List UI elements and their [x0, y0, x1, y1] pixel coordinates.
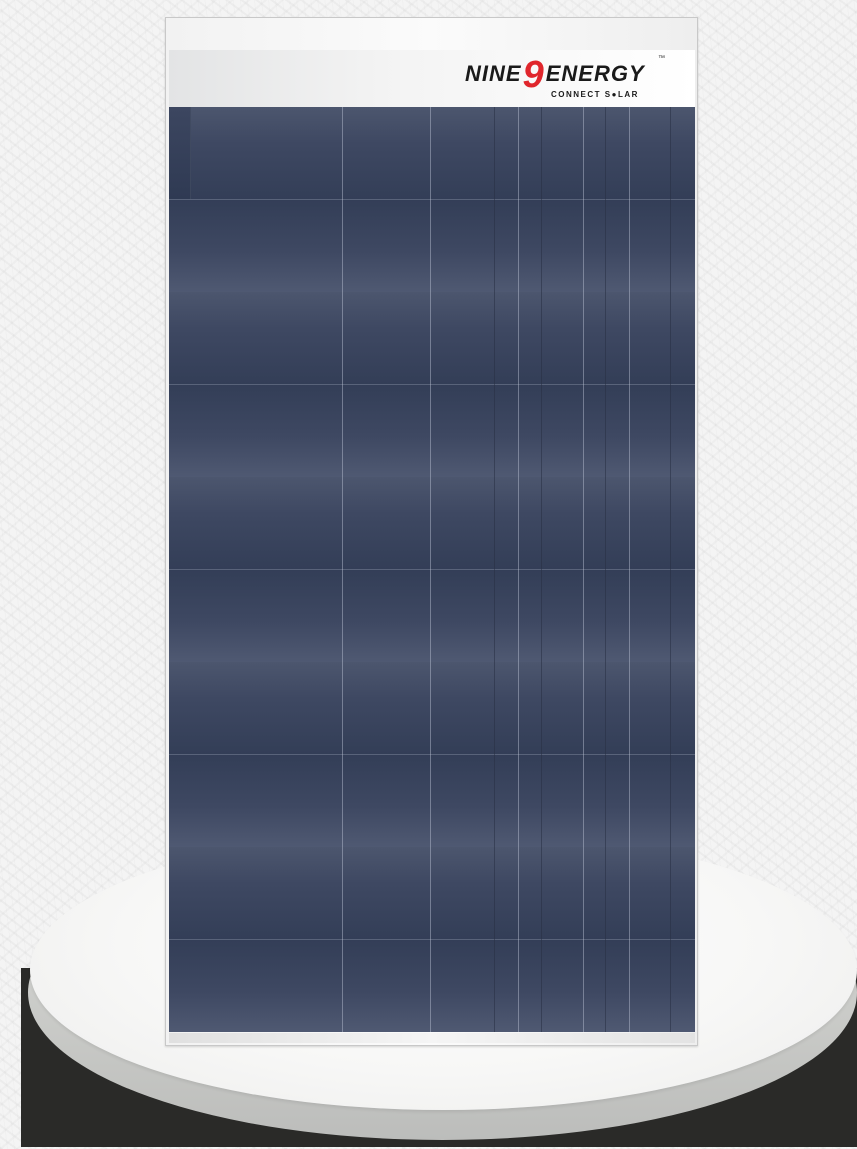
cell-row	[169, 292, 695, 477]
busbar-line	[518, 107, 519, 1032]
cell-divider	[169, 754, 695, 755]
brand-wordmark: NINE9ENERGY	[465, 56, 645, 94]
busbar-line	[541, 107, 542, 1032]
cell-row	[169, 477, 695, 662]
busbar-line	[342, 107, 343, 1032]
brand-tagline: CONNECT S●LAR	[551, 90, 639, 99]
busbar-line	[670, 107, 671, 1032]
cell-row	[169, 847, 695, 1032]
cell-grid	[169, 107, 695, 1032]
panel-bottom-frame	[169, 1033, 695, 1043]
brand-logo: NINE9ENERGY ™ CONNECT S●LAR	[465, 55, 665, 105]
busbar-line	[629, 107, 630, 1032]
busbar-line	[494, 107, 495, 1032]
panel-header: NINE9ENERGY ™ CONNECT S●LAR	[169, 50, 695, 107]
brand-digit: 9	[522, 54, 545, 96]
busbar-line	[583, 107, 584, 1032]
cell-divider	[169, 569, 695, 570]
brand-prefix: NINE	[465, 61, 522, 86]
solar-panel: NINE9ENERGY ™ CONNECT S●LAR	[165, 17, 698, 1046]
brand-suffix: ENERGY	[545, 61, 645, 86]
cell-divider	[169, 199, 695, 200]
busbar-line	[430, 107, 431, 1032]
cell-row	[169, 107, 695, 292]
cell-row	[169, 662, 695, 847]
trademark-symbol: ™	[658, 55, 665, 62]
cell-divider	[169, 939, 695, 940]
corner-tab	[169, 107, 191, 199]
busbar-line	[605, 107, 606, 1032]
cell-divider	[169, 384, 695, 385]
